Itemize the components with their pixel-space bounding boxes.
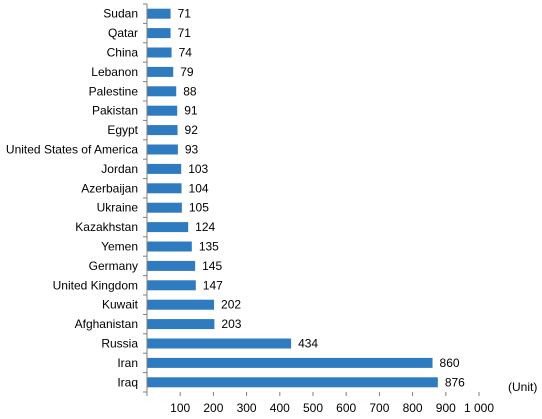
bar-pakistan — [147, 105, 178, 116]
value-label: 434 — [298, 337, 318, 351]
category-label: China — [107, 46, 139, 60]
category-label: Russia — [101, 337, 138, 351]
category-label: Azerbaijan — [81, 181, 138, 195]
value-label: 104 — [189, 181, 209, 195]
value-label: 860 — [440, 356, 460, 370]
category-label: Afghanistan — [75, 317, 138, 331]
value-label: 91 — [184, 104, 198, 118]
axes-group: 100 200 300 400 500 600 700 800 900 1 000 — [143, 3, 494, 415]
value-label: 147 — [203, 278, 223, 292]
bar-afghanistan — [147, 319, 215, 330]
bar-egypt — [147, 125, 178, 136]
x-tick-label: 200 — [203, 401, 223, 415]
x-tick-label: 700 — [369, 401, 389, 415]
category-label: Germany — [89, 259, 138, 273]
category-label: Egypt — [107, 123, 138, 137]
value-label: 92 — [185, 123, 199, 137]
bar-kazakhstan — [147, 222, 189, 233]
bar-iraq — [147, 377, 438, 388]
x-tick-label: 600 — [336, 401, 356, 415]
value-label: 202 — [221, 298, 241, 312]
value-label: 145 — [202, 259, 222, 273]
bar-jordan — [147, 163, 182, 174]
bar-united-kingdom — [147, 280, 196, 291]
value-label: 88 — [183, 84, 197, 98]
bar-sudan — [147, 8, 171, 19]
category-label: United States of America — [6, 143, 138, 157]
bar-united-states-of-america — [147, 144, 178, 155]
category-labels-group: Sudan Qatar China Lebanon Palestine Pakistan E… — [6, 7, 139, 390]
value-label: 135 — [199, 240, 219, 254]
value-label: 71 — [178, 26, 192, 40]
unit-label: (Unit) — [508, 380, 537, 394]
category-label: Yemen — [101, 240, 138, 254]
x-tick-label: 300 — [237, 401, 257, 415]
value-label: 124 — [195, 220, 215, 234]
x-tick-label: 800 — [403, 401, 423, 415]
category-label: Kuwait — [102, 298, 139, 312]
category-label: Kazakhstan — [75, 220, 138, 234]
x-tick-label: 500 — [303, 401, 323, 415]
x-tick-label: 100 — [170, 401, 190, 415]
category-label: Lebanon — [91, 65, 138, 79]
category-label: Pakistan — [92, 104, 138, 118]
bar-palestine — [147, 86, 177, 97]
bar-ukraine — [147, 202, 182, 213]
value-label: 74 — [179, 46, 193, 60]
category-label: Palestine — [89, 84, 139, 98]
value-label: 79 — [180, 65, 194, 79]
category-label: Sudan — [103, 7, 138, 21]
bar-lebanon — [147, 66, 174, 77]
value-labels-group: 71 71 74 79 88 91 92 93 103 104 105 124 135 145 147 202… — [178, 7, 466, 390]
value-label: 876 — [445, 375, 465, 389]
bar-china — [147, 47, 172, 58]
value-label: 71 — [178, 7, 192, 21]
bar-azerbaijan — [147, 183, 182, 194]
bar-qatar — [147, 28, 171, 39]
value-label: 103 — [188, 162, 208, 176]
value-label: 203 — [221, 317, 241, 331]
value-label: 105 — [189, 201, 209, 215]
x-tick-label: 900 — [436, 401, 456, 415]
value-label: 93 — [185, 143, 199, 157]
category-label: United Kingdom — [53, 278, 138, 292]
bar-iran — [147, 357, 433, 368]
bar-germany — [147, 260, 196, 271]
category-label: Ukraine — [97, 201, 139, 215]
category-label: Iraq — [117, 375, 138, 389]
bars-group — [147, 8, 438, 388]
bar-kuwait — [147, 299, 215, 310]
bar-russia — [147, 338, 292, 349]
category-label: Qatar — [108, 26, 138, 40]
x-tick-label: 1 000 — [464, 401, 494, 415]
category-label: Jordan — [101, 162, 138, 176]
bar-yemen — [147, 241, 192, 252]
x-tick-label: 400 — [270, 401, 290, 415]
category-label: Iran — [117, 356, 138, 370]
